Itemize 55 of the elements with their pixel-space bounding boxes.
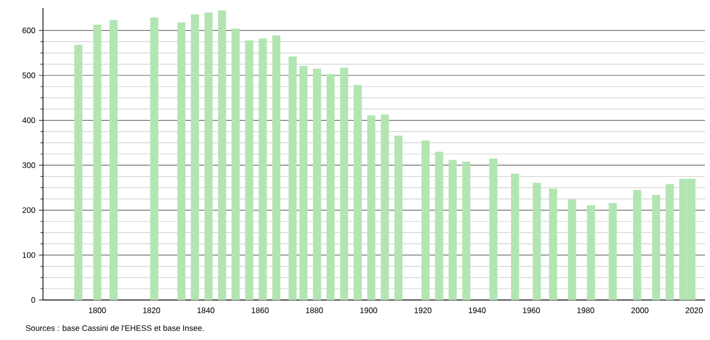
- bar: [448, 160, 457, 300]
- bar: [288, 56, 297, 300]
- x-tick-label: 1860: [252, 308, 269, 314]
- bar: [354, 84, 362, 300]
- x-tick-label: 1920: [414, 308, 432, 314]
- bar: [177, 22, 186, 300]
- bar: [340, 68, 348, 300]
- bar: [312, 68, 322, 300]
- x-tick-label: 2020: [686, 308, 703, 314]
- x-tick-label: 1820: [143, 308, 160, 314]
- y-tick-label: 300: [22, 162, 36, 168]
- bar: [272, 35, 280, 300]
- x-tick-label: 2000: [631, 308, 648, 314]
- x-tick-label: 1940: [468, 308, 486, 314]
- bar: [204, 12, 213, 300]
- bar: [299, 66, 308, 300]
- bar: [258, 38, 267, 300]
- x-tick-label: 1900: [360, 308, 378, 314]
- bar: [548, 188, 558, 300]
- bar: [511, 174, 520, 300]
- source-note: Sources : base Cassini de l'EHESS et base Insee.: [26, 325, 204, 331]
- bar: [74, 44, 82, 300]
- bar: [326, 74, 335, 300]
- bar: [218, 10, 226, 300]
- bar: [435, 152, 444, 300]
- y-tick-label: 200: [22, 207, 36, 213]
- y-tick-label: 600: [22, 28, 36, 34]
- x-tick-label: 1960: [523, 308, 540, 314]
- bar: [489, 158, 498, 300]
- bar: [245, 40, 254, 300]
- y-tick-label: 500: [22, 72, 36, 78]
- bar: [608, 202, 617, 300]
- bar: [568, 199, 576, 300]
- bar: [633, 190, 642, 300]
- bar: [394, 136, 402, 300]
- y-tick-label: 400: [22, 117, 36, 124]
- bar: [380, 114, 389, 300]
- bar: [586, 205, 596, 300]
- bar: [109, 20, 118, 300]
- bar: [150, 17, 158, 300]
- bar: [232, 28, 240, 300]
- bar: [652, 194, 660, 300]
- bar: [190, 14, 200, 300]
- bar: [421, 140, 430, 300]
- y-tick-label: 100: [22, 252, 36, 258]
- x-tick-label: 1840: [198, 308, 214, 314]
- x-tick-label: 1880: [306, 308, 323, 314]
- bar: [462, 162, 470, 300]
- bar: [367, 115, 376, 300]
- x-tick-label: 1800: [88, 308, 106, 314]
- bar: [532, 182, 541, 300]
- x-tick-label: 1980: [577, 308, 594, 314]
- bar: [93, 24, 102, 300]
- y-tick-label: 0: [31, 297, 36, 303]
- bar: [666, 184, 674, 300]
